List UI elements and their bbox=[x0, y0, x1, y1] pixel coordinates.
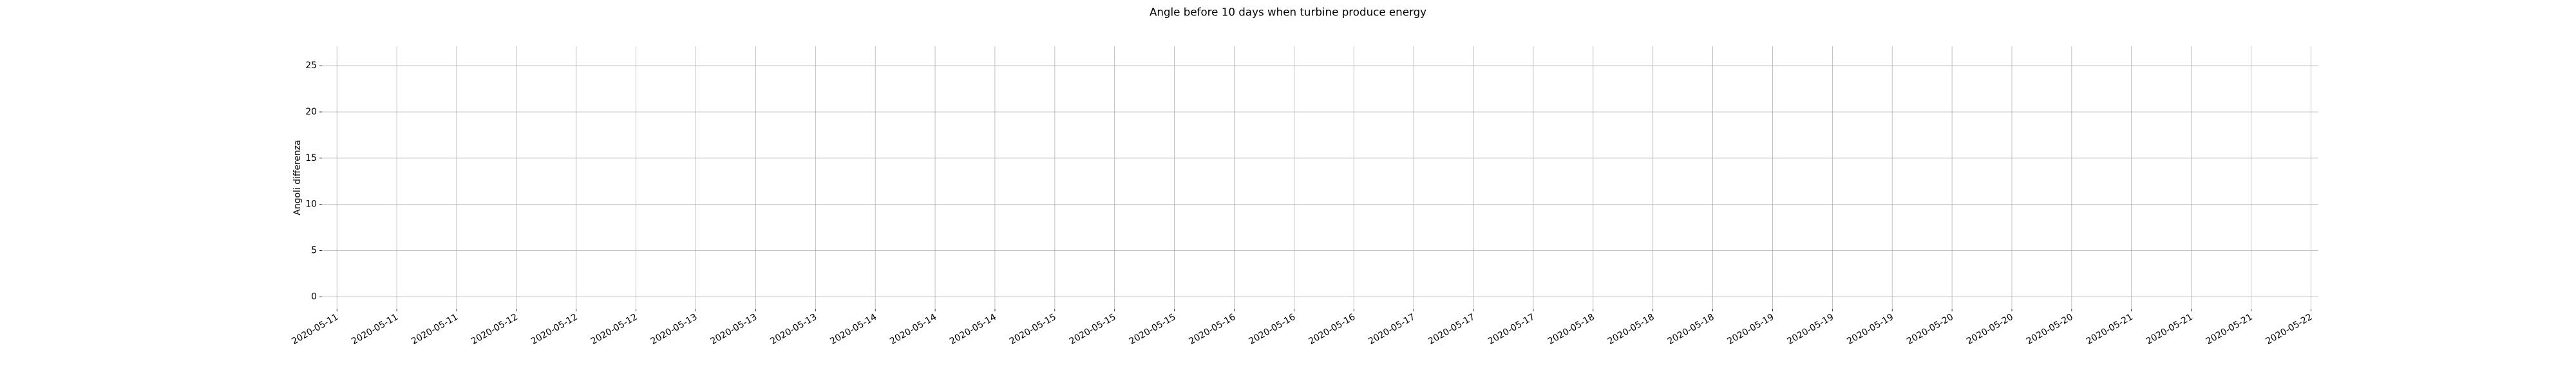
x-tick-label: 2020-05-15 bbox=[1068, 312, 1118, 347]
x-tick-label: 2020-05-17 bbox=[1367, 312, 1417, 347]
x-tick-label: 2020-05-12 bbox=[589, 312, 639, 347]
x-tick-label: 2020-05-14 bbox=[828, 312, 878, 347]
y-tick-label: 20 bbox=[305, 107, 317, 117]
y-tick-label: 5 bbox=[311, 245, 317, 255]
y-axis-label: Angoli differenza bbox=[292, 140, 303, 215]
x-tick-label: 2020-05-11 bbox=[290, 312, 340, 347]
x-tick-label: 2020-05-21 bbox=[2085, 312, 2135, 347]
y-tick-label: 10 bbox=[305, 199, 317, 210]
x-tick-label: 2020-05-21 bbox=[2145, 312, 2195, 347]
x-tick-label: 2020-05-20 bbox=[1965, 312, 2015, 347]
x-tick-label: 2020-05-12 bbox=[469, 312, 520, 347]
x-tick-label: 2020-05-15 bbox=[1128, 312, 1178, 347]
x-tick-label: 2020-05-12 bbox=[529, 312, 580, 347]
x-tick-label: 2020-05-13 bbox=[649, 312, 699, 347]
x-tick-label: 2020-05-18 bbox=[1546, 312, 1596, 347]
x-tick-label: 2020-05-16 bbox=[1247, 312, 1297, 347]
x-tick-label: 2020-05-14 bbox=[948, 312, 998, 347]
y-tick-label: 0 bbox=[311, 291, 317, 302]
x-tick-label: 2020-05-18 bbox=[1606, 312, 1656, 347]
x-tick-label: 2020-05-15 bbox=[1008, 312, 1058, 347]
x-tick-label: 2020-05-13 bbox=[768, 312, 819, 347]
x-tick-label: 2020-05-13 bbox=[708, 312, 759, 347]
x-tick-label: 2020-05-11 bbox=[350, 312, 400, 347]
x-tick-label: 2020-05-19 bbox=[1785, 312, 1835, 347]
x-tick-label: 2020-05-16 bbox=[1188, 312, 1238, 347]
x-tick-label: 2020-05-17 bbox=[1486, 312, 1537, 347]
x-tick-label: 2020-05-20 bbox=[2025, 312, 2075, 347]
x-tick-label: 2020-05-16 bbox=[1307, 312, 1357, 347]
x-tick-label: 2020-05-14 bbox=[888, 312, 938, 347]
x-tick-label: 2020-05-17 bbox=[1426, 312, 1477, 347]
x-tick-label: 2020-05-22 bbox=[2264, 312, 2314, 347]
x-tick-label: 2020-05-19 bbox=[1845, 312, 1895, 347]
chart-title: Angle before 10 days when turbine produc… bbox=[1150, 6, 1426, 19]
x-tick-label: 2020-05-20 bbox=[1905, 312, 1955, 347]
x-tick-label: 2020-05-21 bbox=[2204, 312, 2255, 347]
x-tick-label: 2020-05-18 bbox=[1666, 312, 1716, 347]
x-tick-label: 2020-05-19 bbox=[1726, 312, 1776, 347]
x-tick-label: 2020-05-11 bbox=[410, 312, 460, 347]
y-tick-label: 15 bbox=[305, 153, 317, 163]
y-tick-label: 25 bbox=[305, 60, 317, 71]
